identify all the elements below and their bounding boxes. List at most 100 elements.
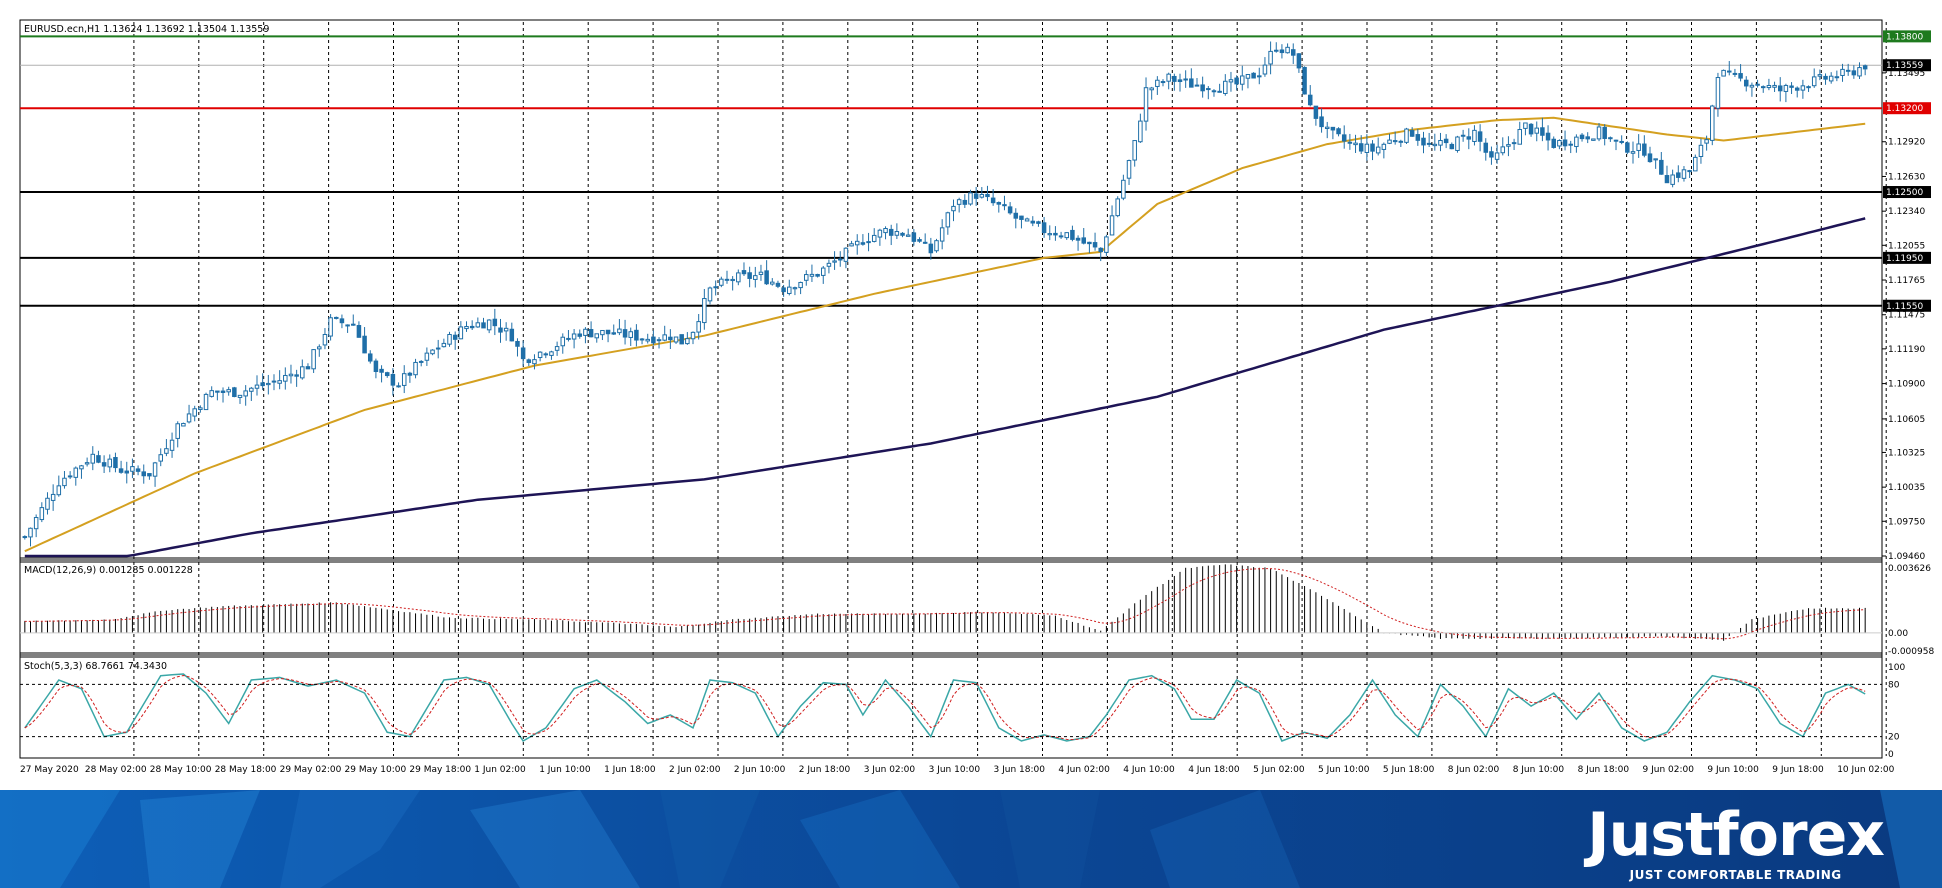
candle: [1494, 144, 1500, 164]
candle-body: [990, 197, 996, 204]
candle: [656, 337, 662, 349]
candle-body: [1341, 134, 1347, 142]
candle-body: [792, 287, 798, 290]
time-label: 9 Jun 18:00: [1772, 765, 1824, 775]
trading-chart[interactable]: 1.13800 1.13559 1.13200 1.12500 1.11950 1.115…: [0, 0, 1942, 790]
candle-body: [1647, 153, 1653, 163]
candle-body: [390, 373, 396, 386]
candle-body: [1511, 142, 1517, 145]
candle: [1217, 83, 1222, 93]
candle: [390, 368, 396, 396]
candle-body: [1030, 220, 1036, 224]
candle-body: [311, 349, 316, 370]
candle: [639, 337, 645, 345]
candle: [1760, 85, 1766, 93]
candle: [696, 314, 701, 340]
candle-body: [724, 278, 730, 281]
candle: [1613, 139, 1619, 151]
candle: [1353, 134, 1358, 153]
candle-body: [118, 468, 124, 473]
candle: [1302, 66, 1307, 95]
candle: [232, 386, 237, 398]
candle-body: [854, 240, 860, 246]
candle: [28, 527, 33, 547]
candle-body: [356, 325, 362, 338]
candle: [424, 347, 430, 366]
candle-body: [1319, 116, 1324, 128]
candle-body: [67, 475, 73, 478]
stochastic-lines: [24, 673, 1866, 743]
candle-body: [815, 273, 820, 277]
candle-body: [668, 336, 673, 341]
candle: [492, 308, 498, 336]
candle: [1811, 68, 1817, 88]
candle-body: [866, 241, 871, 244]
candle: [1307, 85, 1313, 107]
candle-body: [186, 413, 192, 423]
candle-body: [486, 319, 492, 331]
candle-body: [1330, 126, 1336, 131]
candle-body: [147, 473, 152, 477]
time-label: 27 May 2020: [20, 765, 79, 775]
candle-body: [968, 192, 973, 205]
candle: [1585, 132, 1590, 144]
candle: [1053, 226, 1058, 241]
candle: [1466, 128, 1472, 150]
price-tick-label: 1.10325: [1888, 448, 1925, 458]
candle: [452, 331, 458, 350]
candle: [860, 234, 866, 246]
price-tick-label: 1.12630: [1888, 172, 1925, 182]
candle: [1500, 137, 1506, 156]
candle-body: [1619, 140, 1624, 143]
candle-body: [1296, 53, 1302, 69]
candle-body: [294, 374, 299, 377]
candle: [1517, 121, 1523, 145]
candle-body: [883, 228, 888, 234]
candle: [1290, 43, 1296, 64]
candle: [1676, 165, 1681, 183]
candle-body: [1630, 151, 1636, 154]
candle-body: [1455, 136, 1460, 151]
candle: [662, 325, 667, 342]
time-label: 29 May 18:00: [409, 765, 471, 775]
candle-body: [532, 359, 537, 365]
candle: [73, 466, 79, 486]
candle: [673, 336, 679, 344]
candle-body: [741, 270, 747, 275]
time-label: 5 Jun 10:00: [1318, 765, 1370, 775]
candle-body: [1738, 73, 1743, 79]
candle-body: [1415, 134, 1421, 141]
candle-body: [1262, 64, 1268, 75]
candle-body: [928, 243, 934, 254]
candle: [1777, 77, 1783, 102]
candle: [1409, 127, 1415, 137]
candle: [351, 314, 356, 326]
candle-body: [1217, 90, 1222, 93]
candle-body: [73, 467, 79, 478]
candle-body: [911, 232, 917, 242]
candle-body: [566, 337, 571, 340]
candle: [911, 229, 917, 246]
candle-body: [152, 462, 158, 477]
candle-body: [1166, 73, 1171, 82]
candle-body: [1426, 142, 1432, 145]
candle-body: [45, 497, 50, 510]
candle: [753, 266, 758, 288]
candle: [1738, 64, 1743, 82]
candle-body: [1749, 84, 1755, 88]
candle: [1681, 166, 1687, 182]
candle: [498, 318, 503, 343]
candle: [832, 251, 837, 270]
candle: [883, 226, 888, 240]
candle: [1132, 140, 1137, 167]
candle: [384, 371, 390, 378]
candle: [526, 358, 532, 366]
candle: [651, 330, 656, 346]
candle-body: [1398, 140, 1404, 143]
candle-body: [1109, 215, 1115, 236]
candle-body: [639, 338, 645, 341]
candle: [1200, 76, 1205, 98]
candle: [990, 189, 996, 206]
candle-body: [1732, 72, 1738, 75]
candle-body: [130, 466, 135, 472]
